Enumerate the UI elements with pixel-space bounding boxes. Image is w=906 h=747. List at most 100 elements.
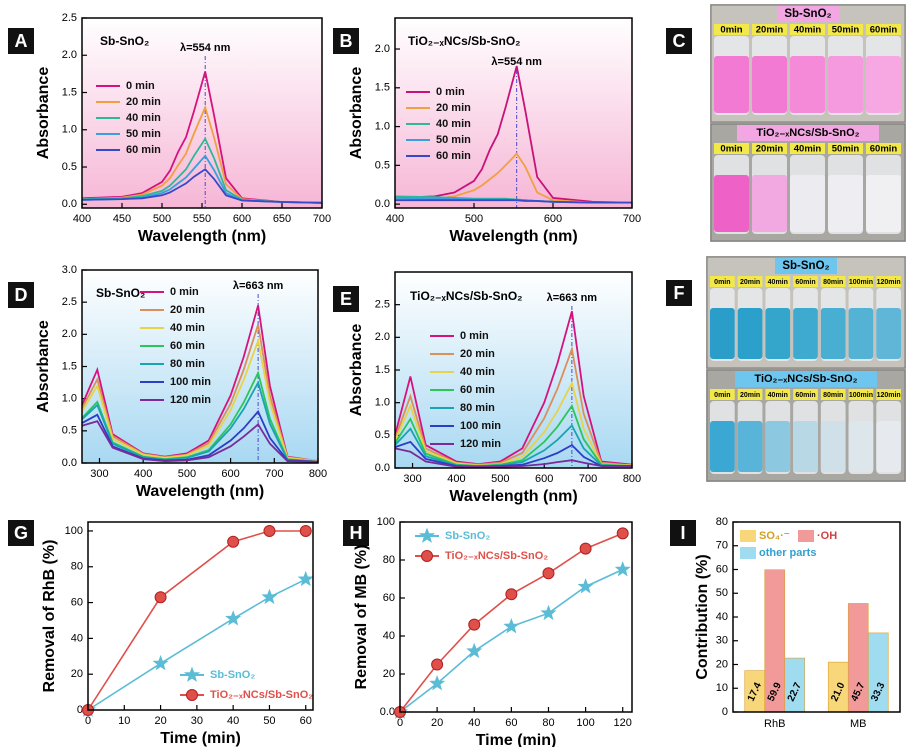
- vial-liquid: [793, 421, 818, 472]
- legend-label: TiO₂₋ₓNCs/Sb-SnO₂: [445, 550, 548, 562]
- legend-label: 60 min: [460, 384, 495, 396]
- time-label: 80min: [823, 279, 843, 286]
- y-tick-label: 60: [716, 563, 728, 575]
- vial-liquid: [714, 175, 749, 232]
- x-tick-label: 700: [313, 213, 331, 225]
- x-tick-label: 700: [265, 468, 283, 480]
- y-tick-label: 1.5: [62, 86, 77, 98]
- time-label: 20min: [756, 144, 784, 155]
- x-tick-label: 30: [191, 715, 203, 727]
- vial-liquid: [848, 308, 874, 359]
- time-tag: [828, 143, 863, 154]
- marker: [614, 561, 631, 577]
- time-tag: [876, 276, 901, 287]
- marker: [466, 642, 483, 659]
- y-tick-label: 50: [716, 587, 728, 599]
- x-tick-label: 0: [397, 717, 403, 729]
- series-line: [394, 65, 633, 204]
- marker: [263, 524, 276, 537]
- x-tick-label: 50: [263, 715, 275, 727]
- legend-label: 20 min: [436, 102, 471, 114]
- x-tick-label: 120: [614, 717, 632, 729]
- vial-liquid: [866, 175, 901, 232]
- time-tag: [876, 389, 901, 400]
- panel-letter: C: [673, 31, 686, 51]
- x-tick-label: 650: [273, 213, 291, 225]
- time-label: 100min: [849, 392, 873, 399]
- time-label: 40min: [768, 392, 788, 399]
- y-tick-label: 2.0: [375, 331, 390, 343]
- y-tick-label: 20: [383, 668, 395, 680]
- plot-frame: [81, 269, 319, 464]
- time-tag: [828, 24, 863, 35]
- y-tick-label: 0.0: [62, 457, 77, 469]
- y-tick-label: 0.5: [62, 161, 77, 173]
- group-title: Sb-SnO₂: [784, 8, 831, 20]
- vial-liquid: [876, 308, 901, 359]
- marker: [431, 658, 444, 671]
- vial-liquid: [820, 421, 846, 472]
- y-tick-label: 2.0: [62, 49, 77, 61]
- plot-frame: [399, 521, 633, 713]
- x-tick-label: 80: [542, 717, 554, 729]
- legend-swatch: [798, 530, 814, 542]
- time-tag: [714, 24, 749, 35]
- y-tick-label: 2.0: [62, 328, 77, 340]
- y-tick-label: 1.0: [62, 124, 77, 136]
- y-tick-label: 70: [716, 540, 728, 552]
- annotation: λ=663 nm: [547, 292, 598, 304]
- legend-label: other parts: [759, 547, 816, 559]
- legend-label: 50 min: [126, 128, 161, 140]
- time-label: 60min: [795, 279, 815, 286]
- y-tick-label: 60: [383, 592, 395, 604]
- marker: [183, 666, 201, 682]
- x-tick-label: 40: [468, 717, 480, 729]
- y-tick-label: 0.0: [375, 462, 390, 474]
- y-tick-label: 80: [71, 561, 83, 573]
- time-tag: [790, 24, 825, 35]
- legend-label: 60 min: [126, 144, 161, 156]
- y-tick-label: 2.5: [375, 299, 390, 311]
- series-line: [394, 447, 632, 468]
- time-tag: [737, 276, 763, 287]
- series-line: [81, 104, 323, 204]
- panel-letter: H: [350, 523, 363, 543]
- vial-liquid: [848, 421, 874, 472]
- time-label: 60min: [795, 392, 815, 399]
- marker: [540, 604, 557, 621]
- panel-title: Sb-SnO₂: [100, 34, 149, 48]
- panel-letter: E: [340, 289, 352, 309]
- plot-frame: [87, 521, 314, 711]
- marker: [186, 689, 198, 701]
- series-line: [394, 152, 632, 204]
- panel-letter: B: [340, 31, 353, 51]
- time-tag: [793, 276, 818, 287]
- x-tick-label: 500: [491, 473, 509, 485]
- time-label: 40min: [768, 279, 788, 286]
- marker: [225, 610, 242, 626]
- legend-label: Sb-SnO₂: [210, 669, 255, 681]
- legend-label: 20 min: [126, 96, 161, 108]
- group-title: TiO₂₋ₓNCs/Sb-SnO₂: [756, 127, 859, 139]
- legend-label: ·OH: [817, 530, 837, 542]
- group-title-box: [737, 125, 879, 141]
- y-tick-label: 1.5: [62, 360, 77, 372]
- marker: [505, 588, 518, 601]
- time-label: 20min: [740, 279, 760, 286]
- annotation: λ=554 nm: [491, 56, 542, 68]
- time-tag: [790, 143, 825, 154]
- legend-label: 120 min: [460, 438, 501, 450]
- time-label: 20min: [756, 25, 784, 36]
- x-tick-label: 800: [309, 468, 327, 480]
- x-tick-label: 500: [465, 213, 483, 225]
- panel-letter-box: [333, 28, 359, 54]
- legend-swatch: [740, 547, 756, 559]
- x-tick-label: 60: [505, 717, 517, 729]
- x-tick-label: 400: [447, 473, 465, 485]
- series-line: [394, 403, 633, 467]
- time-tag: [765, 276, 791, 287]
- time-tag: [866, 143, 901, 154]
- y-tick-label: 0: [722, 706, 728, 718]
- legend-swatch: [740, 530, 756, 542]
- series-line: [81, 380, 319, 463]
